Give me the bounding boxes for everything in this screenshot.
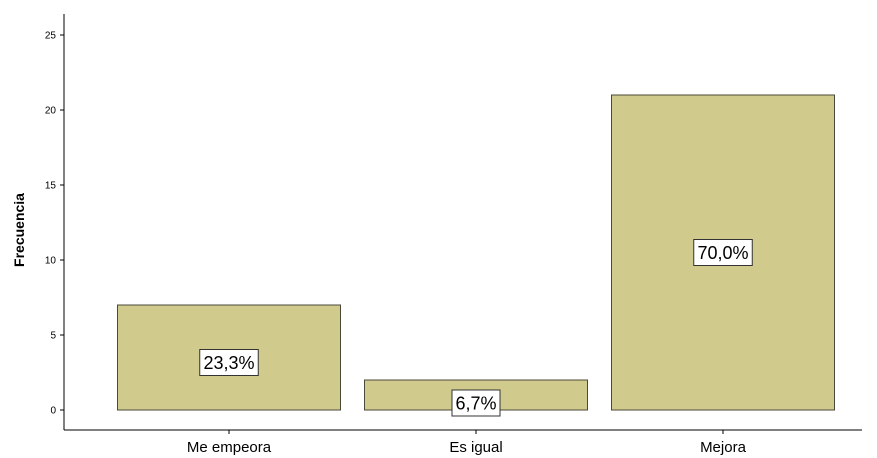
category-label: Es igual <box>449 439 502 456</box>
y-tick-label: 0 <box>50 406 56 417</box>
y-ticks: 0 5 10 15 20 25 <box>45 31 64 417</box>
data-label: 70,0% <box>697 243 748 263</box>
chart-axes <box>63 14 862 431</box>
data-label: 23,3% <box>203 353 254 373</box>
category-labels: Me empeora Es igual Mejora <box>187 430 747 456</box>
data-label-box <box>199 349 259 376</box>
y-tick-label: 10 <box>45 256 57 267</box>
y-tick-label: 15 <box>45 181 57 192</box>
y-axis-title: Frecuencia <box>11 193 27 267</box>
y-tick-label: 5 <box>50 331 56 342</box>
data-label-box <box>693 239 753 266</box>
y-tick-label: 20 <box>45 106 57 117</box>
data-labels: 23,3% 6,7% 70,0% <box>199 239 753 417</box>
y-tick-label: 25 <box>45 31 57 42</box>
data-label: 6,7% <box>455 394 496 414</box>
category-label: Me empeora <box>187 439 272 456</box>
data-label-box <box>451 389 501 417</box>
category-label: Mejora <box>700 439 747 456</box>
